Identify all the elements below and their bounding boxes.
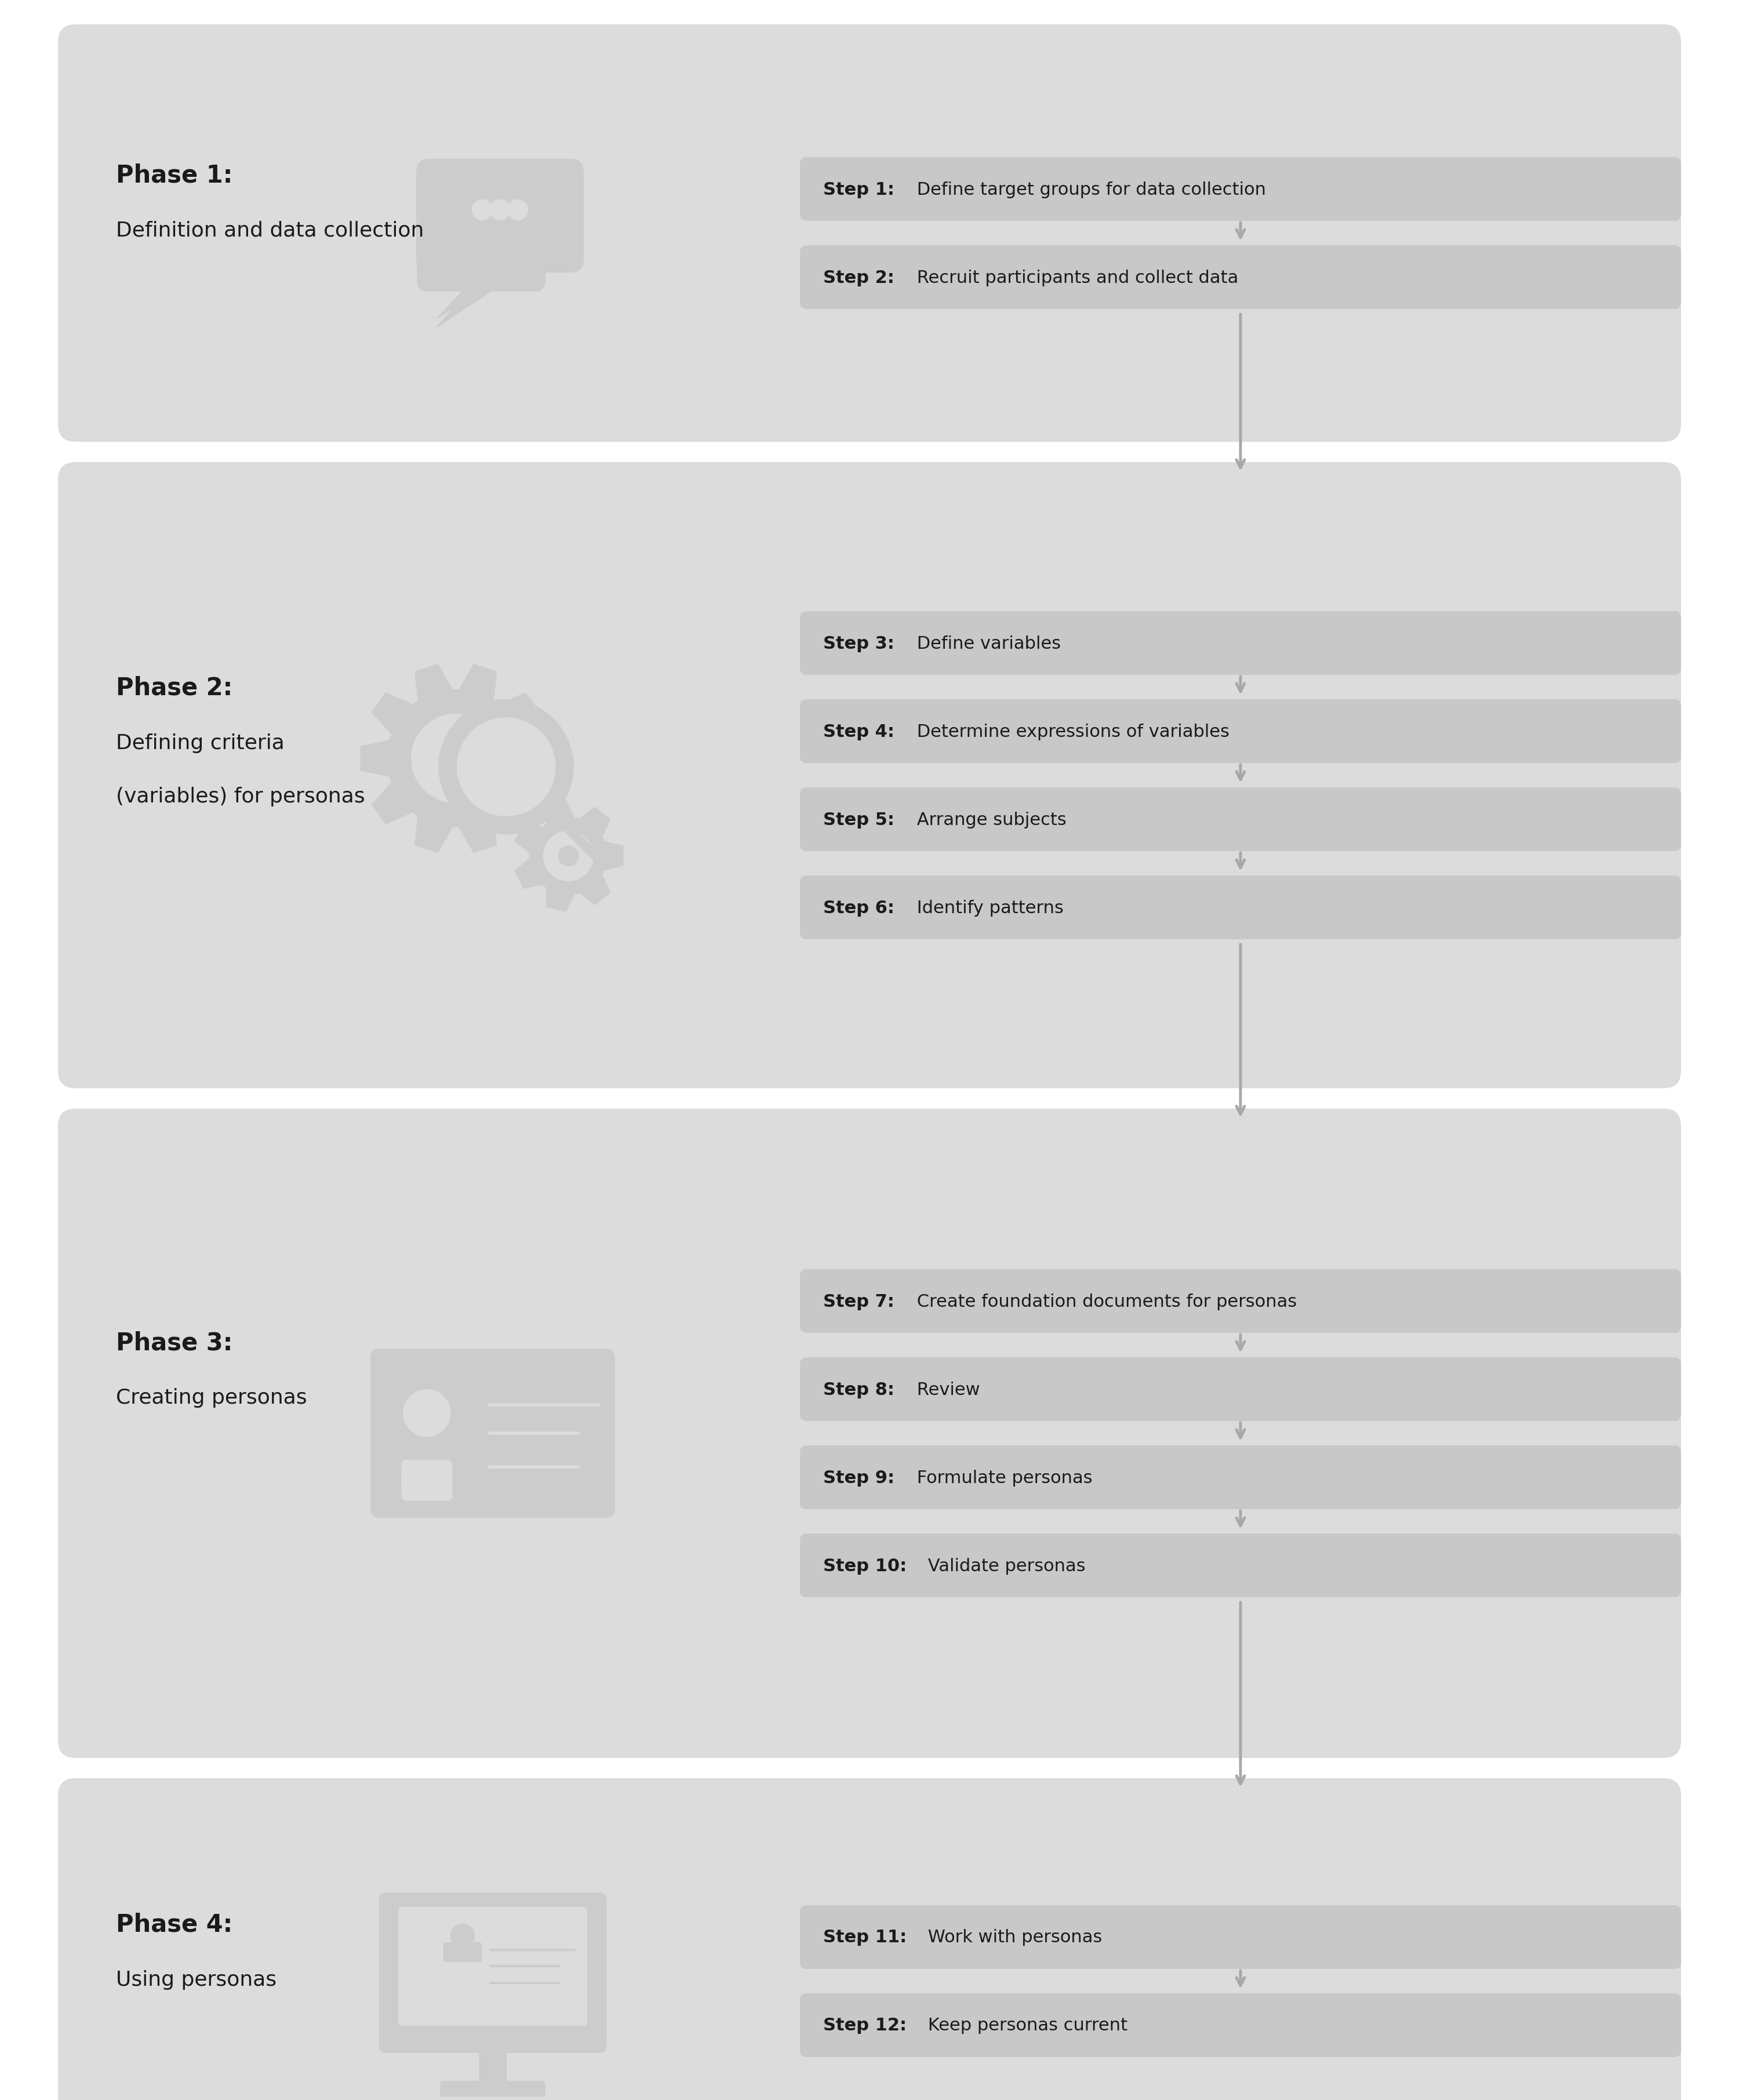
Text: Step 12:: Step 12: [823, 2016, 906, 2033]
Text: Step 9:: Step 9: [823, 1470, 894, 1487]
Text: Phase 1:: Phase 1: [117, 164, 233, 187]
Circle shape [543, 832, 593, 882]
Text: Phase 4:: Phase 4: [117, 1913, 233, 1936]
FancyBboxPatch shape [800, 246, 1682, 309]
FancyBboxPatch shape [800, 876, 1682, 939]
FancyBboxPatch shape [800, 157, 1682, 220]
Text: Formulate personas: Formulate personas [911, 1470, 1092, 1487]
Text: Recruit participants and collect data: Recruit participants and collect data [911, 269, 1238, 286]
Text: Phase 3:: Phase 3: [117, 1331, 233, 1354]
FancyBboxPatch shape [800, 1445, 1682, 1510]
Text: Step 3:: Step 3: [823, 634, 894, 651]
FancyBboxPatch shape [800, 1357, 1682, 1422]
Text: Step 6:: Step 6: [823, 899, 894, 916]
Text: Step 5:: Step 5: [823, 811, 894, 827]
Text: Identify patterns: Identify patterns [911, 899, 1063, 916]
Text: Define variables: Define variables [911, 634, 1061, 651]
Text: Work with personas: Work with personas [922, 1928, 1103, 1945]
Text: Creating personas: Creating personas [117, 1388, 308, 1407]
FancyBboxPatch shape [402, 1459, 452, 1502]
FancyBboxPatch shape [398, 1907, 586, 2026]
Text: Step 11:: Step 11: [823, 1928, 906, 1945]
FancyBboxPatch shape [443, 1942, 482, 1961]
Text: Step 1:: Step 1: [823, 181, 894, 197]
Text: (variables) for personas: (variables) for personas [117, 785, 365, 806]
Text: Step 4:: Step 4: [823, 722, 894, 739]
Text: Keep personas current: Keep personas current [922, 2016, 1127, 2033]
FancyBboxPatch shape [417, 204, 544, 292]
Circle shape [438, 741, 473, 775]
Circle shape [412, 714, 501, 802]
Polygon shape [436, 273, 508, 319]
FancyBboxPatch shape [800, 787, 1682, 850]
FancyBboxPatch shape [57, 25, 1682, 443]
Polygon shape [360, 664, 551, 853]
Circle shape [508, 200, 527, 220]
FancyBboxPatch shape [800, 1905, 1682, 1970]
FancyBboxPatch shape [370, 1350, 614, 1518]
Text: Step 7:: Step 7: [823, 1294, 894, 1310]
FancyBboxPatch shape [417, 160, 583, 273]
Text: Step 8:: Step 8: [823, 1382, 894, 1399]
FancyBboxPatch shape [57, 1109, 1682, 1758]
Text: Review: Review [911, 1382, 979, 1399]
FancyBboxPatch shape [800, 1993, 1682, 2058]
Text: Validate personas: Validate personas [922, 1558, 1085, 1575]
Circle shape [473, 200, 492, 220]
Text: Determine expressions of variables: Determine expressions of variables [911, 722, 1229, 739]
Text: Phase 2:: Phase 2: [117, 676, 233, 699]
Polygon shape [436, 292, 492, 328]
Text: Create foundation documents for personas: Create foundation documents for personas [911, 1294, 1297, 1310]
Text: Defining criteria: Defining criteria [117, 733, 285, 752]
FancyBboxPatch shape [800, 611, 1682, 676]
Circle shape [450, 1924, 475, 1947]
Circle shape [403, 1390, 450, 1436]
Circle shape [490, 200, 510, 220]
FancyBboxPatch shape [57, 1779, 1682, 2100]
Polygon shape [515, 800, 623, 911]
Text: Definition and data collection: Definition and data collection [117, 220, 424, 239]
FancyBboxPatch shape [379, 1892, 607, 2052]
Circle shape [457, 718, 555, 817]
FancyBboxPatch shape [440, 2081, 544, 2096]
Text: Step 2:: Step 2: [823, 269, 894, 286]
Text: Using personas: Using personas [117, 1970, 277, 1989]
FancyBboxPatch shape [480, 2050, 506, 2085]
Circle shape [438, 699, 574, 834]
Text: Define target groups for data collection: Define target groups for data collection [911, 181, 1266, 197]
FancyBboxPatch shape [800, 1533, 1682, 1598]
FancyBboxPatch shape [57, 462, 1682, 1088]
Text: Step 10:: Step 10: [823, 1558, 906, 1575]
FancyBboxPatch shape [800, 1268, 1682, 1334]
FancyBboxPatch shape [800, 699, 1682, 764]
Circle shape [558, 846, 579, 867]
Text: Arrange subjects: Arrange subjects [911, 811, 1066, 827]
